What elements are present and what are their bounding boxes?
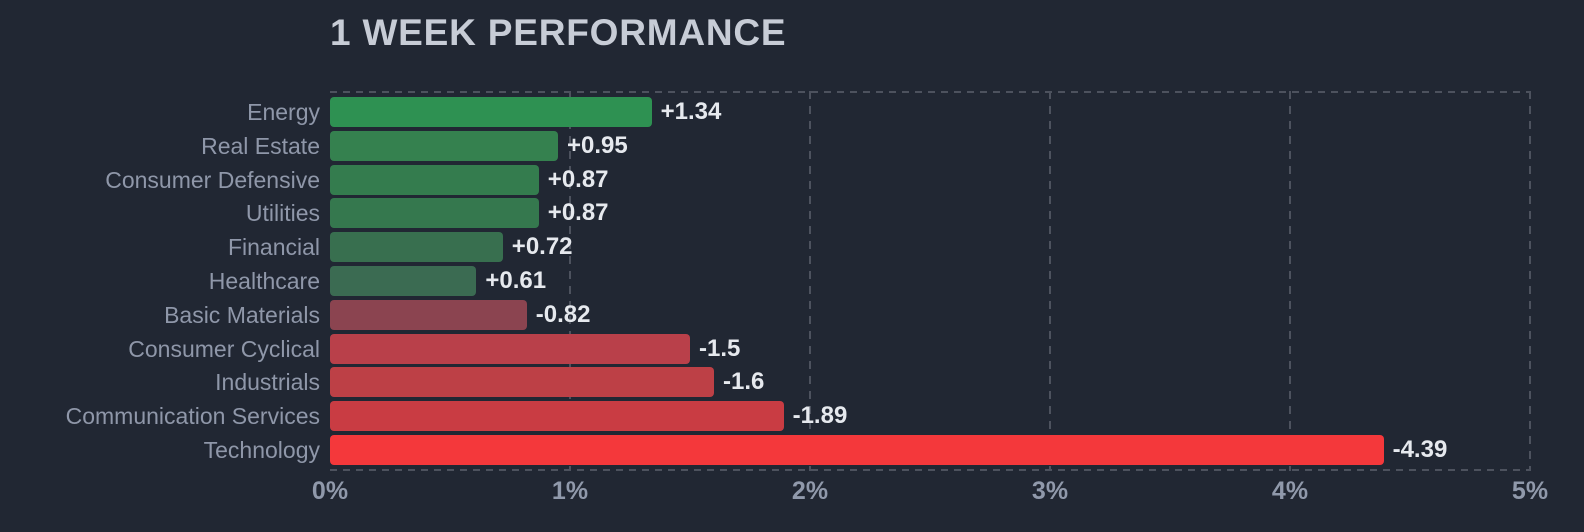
category-label: Financial xyxy=(227,234,320,261)
category-label: Healthcare xyxy=(208,267,320,294)
bar[interactable] xyxy=(330,97,652,127)
chart-row: Communication Services -1.89 xyxy=(66,401,1530,432)
chart-row: Utilities +0.87 xyxy=(246,198,1530,229)
category-label: Utilities xyxy=(245,200,320,227)
chart-title: 1 WEEK PERFORMANCE xyxy=(330,12,787,53)
axis-tick-label: 3% xyxy=(1031,477,1069,505)
axis-tick-label: 2% xyxy=(791,477,829,505)
category-label: Energy xyxy=(247,99,320,125)
bar[interactable] xyxy=(330,434,1384,465)
value-label: -4.39 xyxy=(1392,435,1448,463)
chart-row: Real Estate +0.95 xyxy=(201,130,1530,161)
axis-tick-label: 4% xyxy=(1271,477,1309,505)
plot-top-border xyxy=(330,91,1530,93)
value-label: +1.34 xyxy=(660,98,722,125)
chart-row: Financial +0.72 xyxy=(228,232,1530,263)
chart-row: Consumer Defensive +0.87 xyxy=(105,164,1530,195)
chart-row: Basic Materials -0.82 xyxy=(164,299,1530,330)
value-label: +0.95 xyxy=(567,131,628,159)
value-label: -1.89 xyxy=(792,402,848,430)
axis-tick-label: 1% xyxy=(551,477,589,505)
bar[interactable] xyxy=(330,130,558,161)
chart-row: Industrials -1.6 xyxy=(215,367,1530,398)
gridline-5% xyxy=(1529,91,1531,471)
bar[interactable] xyxy=(330,232,503,263)
value-label: -0.82 xyxy=(535,300,591,328)
chart-row: Technology -4.39 xyxy=(204,434,1530,465)
category-label: Consumer Cyclical xyxy=(128,335,320,362)
axis-tick-label: 0% xyxy=(311,477,349,505)
value-label: -1.6 xyxy=(723,368,765,396)
chart-row: Healthcare +0.61 xyxy=(209,265,1530,296)
gridline-3% xyxy=(1049,91,1051,471)
axis-tick-label: 5% xyxy=(1511,477,1549,505)
bar[interactable] xyxy=(330,333,690,364)
plot-area: Energy +1.34 Real Estate +0.95 Consumer … xyxy=(66,91,1531,471)
category-label: Communication Services xyxy=(65,403,320,430)
chart-row: Energy +1.34 xyxy=(247,97,1530,127)
bar[interactable] xyxy=(330,265,477,296)
value-label: -1.5 xyxy=(699,334,741,362)
gridline-1% xyxy=(569,91,571,471)
bar[interactable] xyxy=(330,198,539,229)
category-label: Basic Materials xyxy=(164,301,320,328)
chart-row: Consumer Cyclical -1.5 xyxy=(128,333,1530,364)
bar[interactable] xyxy=(330,401,784,432)
x-axis-line xyxy=(330,469,1530,471)
chart-rows: Energy +1.34 Real Estate +0.95 Consumer … xyxy=(66,91,1530,471)
bar[interactable] xyxy=(330,164,539,195)
category-label: Real Estate xyxy=(201,132,320,159)
gridline-4% xyxy=(1289,91,1291,471)
category-label: Technology xyxy=(203,436,320,463)
category-label: Industrials xyxy=(215,369,320,396)
value-label: +0.72 xyxy=(511,233,573,261)
value-label: +0.61 xyxy=(485,266,547,294)
gridline-2% xyxy=(809,91,811,471)
bar[interactable] xyxy=(330,299,527,330)
x-axis: 0% 1% 2% 3% 4% 5% xyxy=(312,477,1548,509)
category-label: Consumer Defensive xyxy=(105,166,320,193)
value-label: +0.87 xyxy=(547,199,609,227)
value-label: +0.87 xyxy=(547,165,609,193)
bar[interactable] xyxy=(330,367,714,398)
